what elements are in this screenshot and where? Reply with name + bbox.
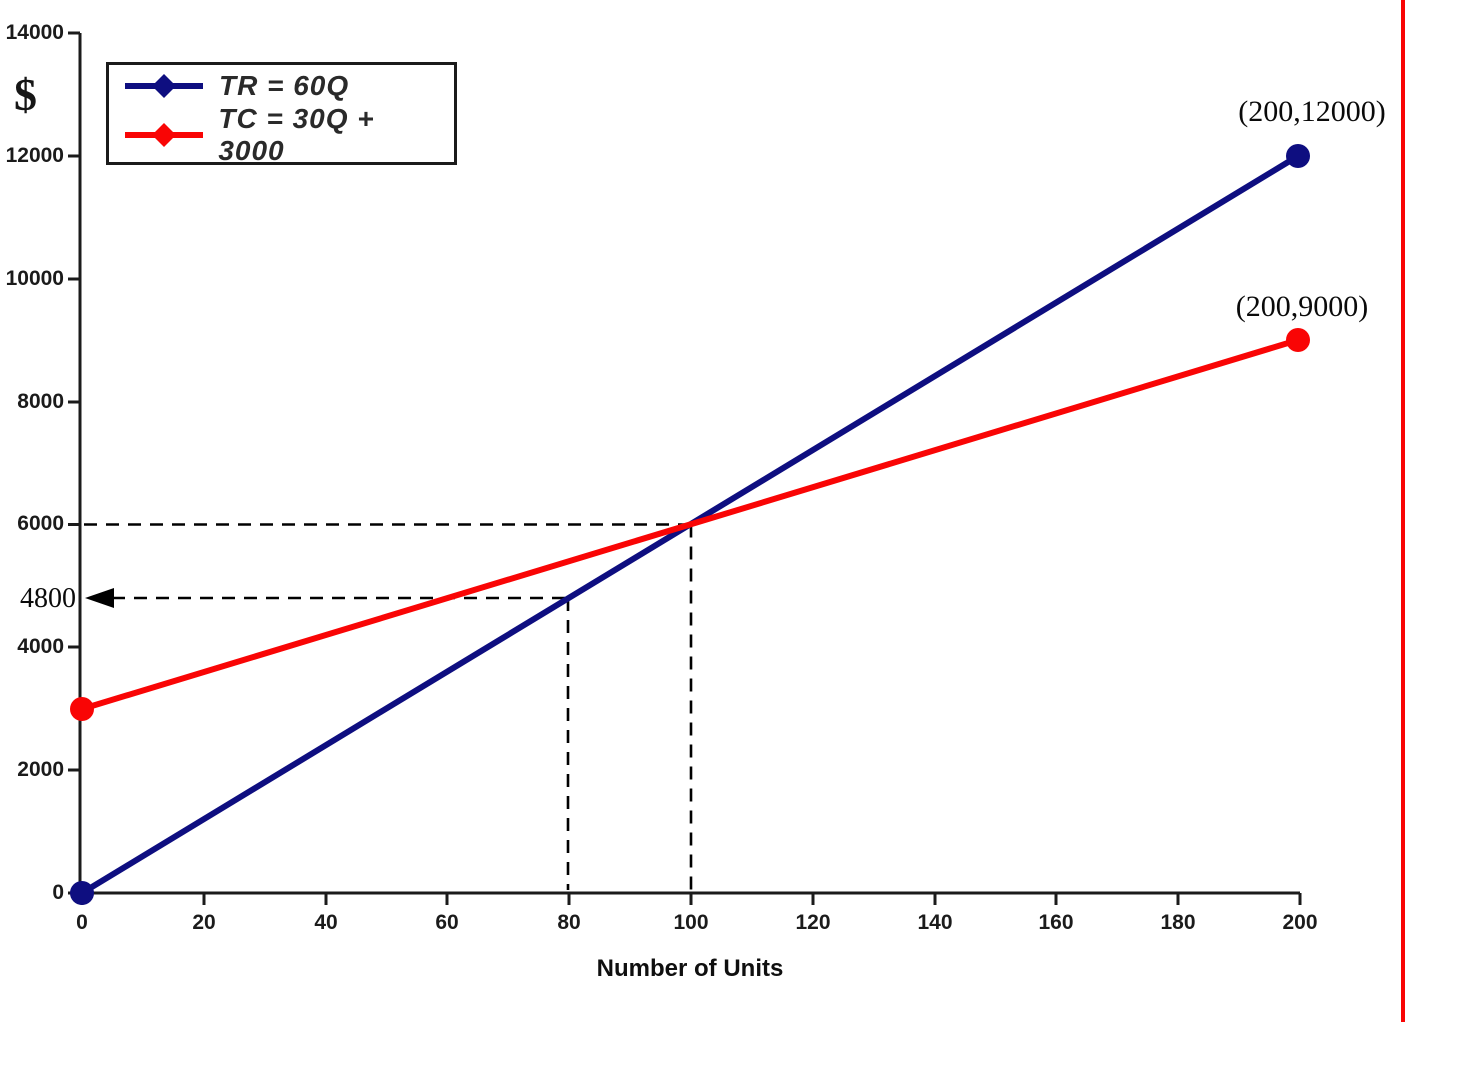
tc-marker-end: [1286, 328, 1310, 352]
tc-line: [81, 337, 1299, 712]
series-tc: [70, 328, 1310, 721]
annotation-4800: 4800: [20, 583, 76, 614]
tc-marker-start: [70, 697, 94, 721]
right-red-border-line: [1401, 0, 1405, 1022]
x-tick-label: 200: [1282, 911, 1318, 934]
y-tick-label: 8000: [17, 390, 64, 413]
y-tick-label: 6000: [17, 512, 64, 535]
x-tick-label: 0: [76, 911, 88, 934]
legend-item-tr: TR = 60Q: [119, 69, 448, 103]
annotation-tr-endpoint: (200,12000): [1238, 95, 1386, 128]
y-tick-label: 14000: [5, 21, 64, 44]
x-tick-label: 180: [1160, 911, 1196, 934]
y-tick-label: 10000: [5, 267, 64, 290]
x-tick-label: 40: [314, 911, 338, 934]
tr-legend-diamond: [152, 74, 176, 98]
legend: TR = 60Q TC = 30Q + 3000: [106, 62, 457, 167]
legend-item-tc: TC = 30Q + 3000: [119, 103, 448, 167]
x-tick-label: 80: [557, 911, 581, 934]
x-tick-label: 160: [1038, 911, 1074, 934]
x-tick-label: 120: [795, 911, 831, 934]
y-axis-title: $: [14, 69, 37, 120]
x-axis: [80, 891, 1302, 905]
breakeven-guides: [84, 523, 693, 890]
tr-marker-end: [1286, 144, 1310, 168]
x-tick-label: 100: [673, 911, 709, 934]
tr-marker-start: [70, 881, 94, 905]
x-tick-label: 140: [917, 911, 953, 934]
x-tick-label: 20: [192, 911, 216, 934]
tc-legend-marker-icon: [125, 123, 203, 147]
arrowhead-4800: [85, 588, 114, 608]
x-axis-title: Number of Units: [596, 955, 784, 982]
y-tick-label: 12000: [5, 144, 64, 167]
y-axis: [68, 31, 82, 895]
x-tick-label: 60: [435, 911, 459, 934]
tc-legend-diamond: [152, 123, 176, 147]
tr-legend-marker-icon: [125, 74, 203, 98]
annotation-tc-endpoint: (200,9000): [1235, 290, 1369, 323]
y-tick-label: 4000: [17, 635, 64, 658]
legend-label-tc: TC = 30Q + 3000: [218, 103, 375, 166]
legend-label-tr: TR = 60Q: [219, 70, 350, 101]
y-tick-label: 2000: [17, 758, 64, 781]
y-tick-label: 0: [52, 881, 64, 904]
